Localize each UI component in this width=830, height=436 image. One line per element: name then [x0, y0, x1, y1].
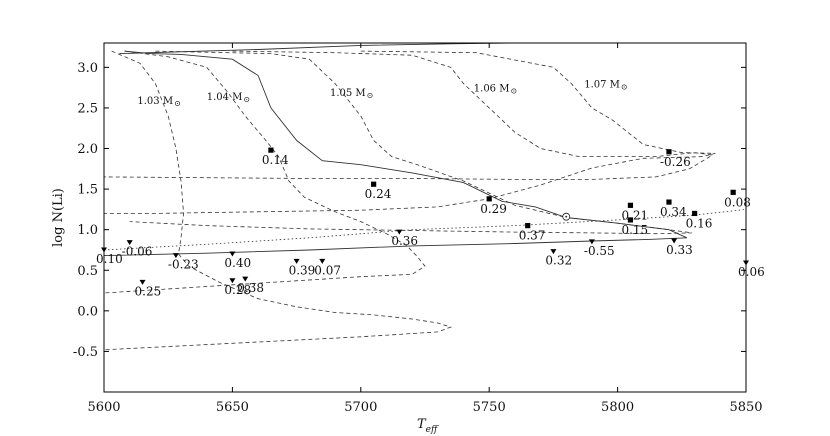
star-label: -0.55 [584, 244, 615, 258]
star-label: 0.29 [480, 202, 507, 216]
sun-subscript-icon: ⊙ [510, 87, 517, 96]
star-label: 0.08 [724, 195, 751, 209]
star-label: 0.14 [262, 153, 289, 167]
y-tick-label: 2.0 [77, 142, 98, 157]
track-line-4 [104, 50, 714, 180]
x-tick-label: 5650 [216, 400, 249, 415]
star-square-marker [730, 189, 736, 195]
star-label: -0.26 [660, 155, 691, 169]
star-label: 0.24 [365, 187, 392, 201]
y-tick-label: 2.5 [77, 101, 98, 116]
y-tick-label: 1.5 [77, 183, 98, 198]
star-label: 0.36 [391, 234, 418, 248]
track-line-2 [104, 50, 688, 257]
star-label: 0.21 [621, 208, 648, 222]
star-square-marker [627, 217, 634, 223]
sun-subscript-icon: ⊙ [367, 91, 374, 100]
star-square-marker [692, 210, 698, 217]
y-tick-label: 3.0 [77, 61, 98, 76]
star-square-marker [268, 147, 274, 153]
star-square-marker [666, 149, 672, 155]
star-square-marker [666, 199, 672, 205]
star-square-marker [371, 181, 377, 187]
x-tick-label: 5600 [87, 400, 120, 415]
star-label: 0.07 [314, 263, 341, 277]
star-label: 0.39 [289, 263, 316, 277]
track-label: 1.06 M⊙ [474, 84, 517, 96]
star-triangle-marker [229, 251, 236, 257]
track-label: 1.05 M⊙ [330, 88, 373, 100]
sun-subscript-icon: ⊙ [174, 99, 181, 108]
star-label: 0.06 [738, 265, 765, 279]
y-tick-label: 0.5 [77, 264, 98, 279]
star-label: 0.25 [135, 284, 162, 298]
star-square-marker [525, 223, 531, 229]
x-tick-label: 5850 [729, 400, 762, 415]
star-label: 0.28 [224, 283, 251, 297]
star-label: 0.16 [686, 216, 713, 230]
x-ticks: 5600 5650 5700 5750 5800 5850 [87, 43, 763, 415]
track-label: 1.07 M⊙ [584, 80, 627, 92]
star-triangle-marker [172, 253, 179, 259]
star-triangle-marker [229, 278, 236, 284]
x-tick-label: 5800 [601, 400, 634, 415]
star-triangle-marker [293, 258, 300, 264]
sun-subscript-icon: ⊙ [243, 95, 250, 104]
y-ticks: -0.5 0.0 0.5 1.0 1.5 2.0 2.5 3.0 [73, 61, 746, 360]
star-square-marker [486, 196, 492, 202]
plot-layer: 1.03 M⊙ 1.04 M⊙ 1.05 M⊙ 1.06 M⊙ 1.07 M⊙ 0.14 0… [96, 43, 765, 351]
track-line-1 [104, 50, 426, 294]
track-label: 1.03 M⊙ [137, 96, 180, 108]
tracks-group [104, 43, 746, 351]
plot-frame [103, 42, 747, 393]
star-triangle-marker [139, 279, 146, 285]
y-tick-label: 0.0 [77, 304, 98, 319]
track-line-5 [104, 50, 716, 214]
star-label: 0.15 [621, 223, 648, 237]
sun-subscript-icon: ⊙ [621, 83, 628, 92]
sun-symbol-dot [565, 215, 568, 218]
star-label: 0.34 [660, 205, 687, 219]
star-label: 0.33 [666, 243, 693, 257]
track-line-6 [104, 209, 746, 251]
y-tick-label: -0.5 [73, 345, 98, 360]
track-line-3 [129, 50, 693, 235]
star-square-marker [627, 202, 634, 208]
x-tick-label: 5700 [344, 400, 377, 415]
star-label: 0.40 [224, 256, 251, 270]
star-triangle-marker [126, 240, 133, 246]
star-label: -0.06 [122, 245, 153, 259]
star-label: 0.37 [519, 229, 546, 243]
track-line-7 [119, 43, 515, 55]
star-triangle-marker [588, 239, 595, 245]
star-label: 0.10 [96, 252, 123, 266]
y-axis-label: log N(Li) [51, 188, 66, 247]
star-label: -0.23 [168, 258, 199, 272]
y-tick-label: 1.0 [77, 223, 98, 238]
star-triangle-marker [550, 249, 557, 255]
star-triangle-marker [242, 276, 249, 282]
track-label: 1.04 M⊙ [207, 92, 250, 104]
star-label: 0.32 [545, 254, 572, 268]
star-triangle-marker [671, 238, 678, 244]
star-label: 0.38 [237, 281, 264, 295]
x-tick-label: 5750 [473, 400, 506, 415]
track-line-0 [104, 50, 452, 351]
x-axis-label: Teff [417, 417, 439, 435]
star-triangle-marker [319, 258, 326, 264]
star-triangle-marker [396, 229, 403, 235]
